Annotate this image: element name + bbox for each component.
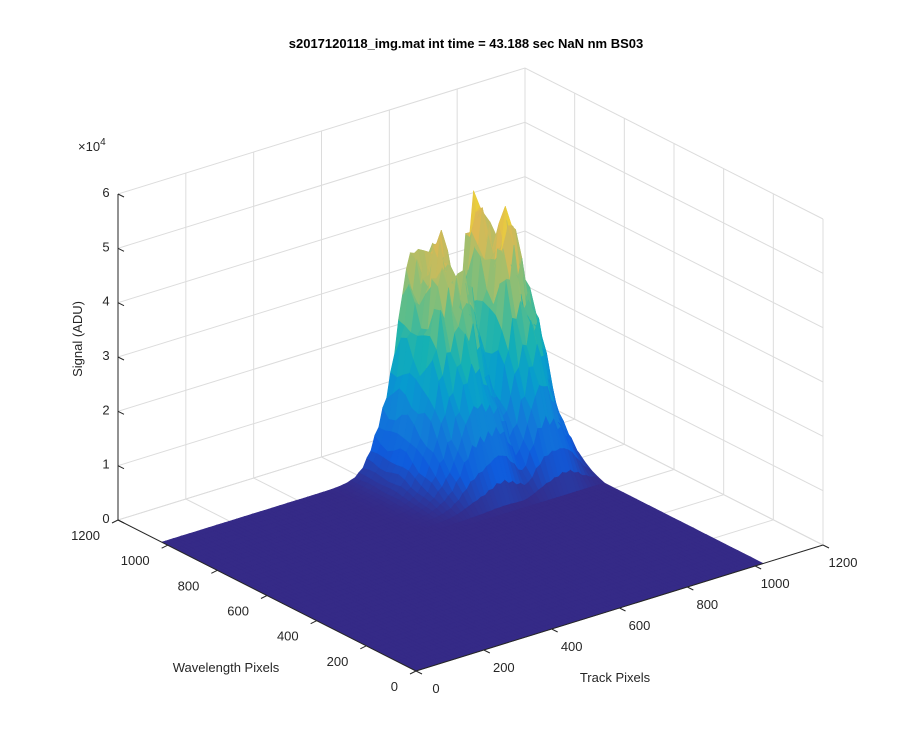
z-tick-mark: [117, 247, 125, 252]
chart-title: s2017120118_img.mat int time = 43.188 se…: [289, 36, 643, 51]
y-tick-mark: [310, 620, 317, 625]
y-tick-label: 0: [391, 679, 398, 694]
z-tick-label: 6: [102, 185, 109, 200]
z-tick-label: 0: [102, 511, 109, 526]
z-tick-mark: [117, 410, 125, 415]
y-tick-label: 400: [277, 629, 299, 644]
x-tick-label: 800: [696, 597, 718, 612]
z-exponent: ×104: [78, 137, 106, 154]
y-tick-label: 1200: [71, 528, 100, 543]
x-tick-mark: [619, 607, 626, 612]
x-tick-mark: [415, 670, 423, 675]
y-tick-label: 800: [178, 578, 200, 593]
y-tick-label: 200: [327, 654, 349, 669]
z-tick-label: 5: [102, 239, 109, 254]
grid-line-z-5: [117, 121, 824, 274]
axes: [111, 193, 830, 675]
y-tick-mark: [409, 670, 417, 675]
x-tick-mark: [822, 544, 830, 549]
x-tick-label: 1200: [829, 555, 858, 570]
z-tick-mark: [117, 356, 125, 361]
x-axis-label: Track Pixels: [580, 670, 651, 685]
x-tick-mark: [687, 586, 694, 591]
x-tick-label: 600: [629, 618, 651, 633]
y-tick-label: 1000: [121, 553, 150, 568]
x-tick-label: 0: [432, 681, 439, 696]
z-tick-label: 4: [102, 294, 109, 309]
z-tick-mark: [117, 465, 125, 470]
z-tick-label: 1: [102, 457, 109, 472]
x-tick-mark: [754, 565, 762, 570]
y-tick-mark: [111, 519, 119, 524]
z-tick-label: 3: [102, 348, 109, 363]
y-tick-mark: [360, 645, 367, 650]
y-tick-mark: [161, 544, 168, 549]
x-tick-label: 1000: [761, 576, 790, 591]
tick-labels: 0200400600800100012000200400600800100012…: [71, 185, 857, 696]
y-tick-mark: [260, 595, 268, 599]
x-tick-mark: [483, 649, 491, 654]
z-axis-label: Signal (ADU): [70, 301, 85, 377]
x-tick-label: 400: [561, 639, 583, 654]
z-exponent-power: 4: [100, 137, 106, 148]
z-tick-mark: [117, 193, 125, 198]
y-tick-label: 600: [227, 604, 249, 619]
x-tick-mark: [551, 628, 558, 633]
y-tick-mark: [211, 569, 218, 574]
y-axis-label: Wavelength Pixels: [173, 660, 280, 675]
z-tick-mark: [117, 519, 125, 524]
grid-line-z-6: [117, 67, 824, 220]
surface: [160, 190, 765, 672]
grid-line-z-4: [117, 176, 824, 329]
z-tick-label: 2: [102, 402, 109, 417]
x-tick-label: 200: [493, 660, 515, 675]
z-exponent-base: ×10: [78, 139, 100, 154]
z-tick-mark: [117, 302, 125, 307]
grid-line-z-3: [117, 230, 824, 383]
